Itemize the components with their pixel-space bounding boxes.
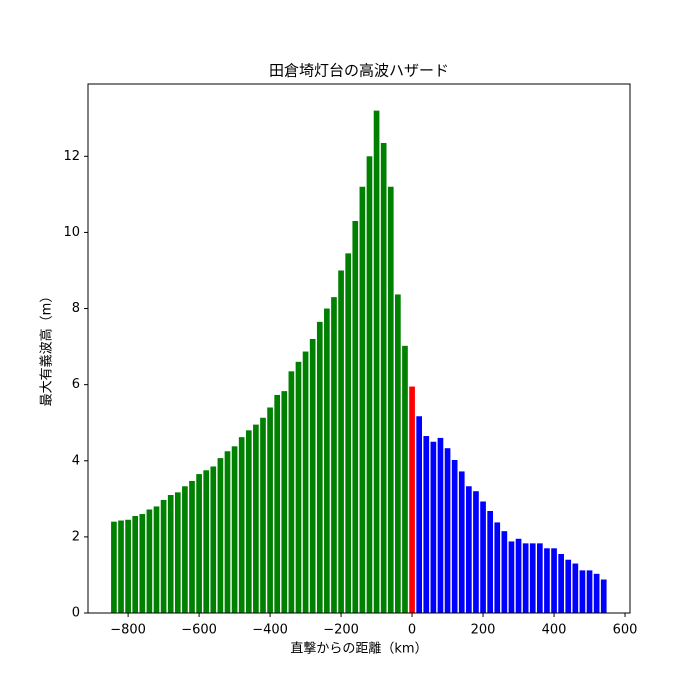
bar (260, 417, 266, 613)
bar (253, 424, 259, 613)
bar (487, 511, 493, 613)
bar (245, 430, 252, 613)
bar (352, 221, 359, 613)
bar (189, 480, 195, 613)
bar (572, 563, 579, 613)
bar (466, 486, 472, 613)
bar (501, 531, 508, 613)
bar (593, 573, 600, 613)
x-tick-label: −400 (252, 623, 288, 638)
bar (295, 361, 302, 613)
bar (451, 460, 458, 613)
x-tick-label: 0 (408, 623, 416, 638)
bar (395, 294, 401, 613)
y-tick-label: 4 (72, 453, 80, 468)
bar (224, 451, 231, 613)
bar (480, 501, 486, 613)
bar (522, 543, 529, 613)
bar (160, 499, 167, 613)
x-tick-label: 400 (542, 623, 567, 638)
x-tick-label: −200 (323, 623, 359, 638)
bar (437, 437, 444, 613)
bar (331, 297, 337, 613)
bar (203, 470, 210, 613)
bar (316, 321, 323, 613)
chart-title: 田倉埼灯台の高波ハザード (269, 62, 449, 80)
bar (118, 520, 124, 613)
bar (281, 391, 288, 613)
bar (416, 416, 423, 613)
bar (366, 156, 373, 613)
bar (182, 486, 188, 613)
bar (586, 570, 593, 613)
bar (529, 543, 536, 613)
bar (430, 441, 437, 613)
bar (423, 436, 430, 613)
y-tick-label: 10 (63, 225, 80, 240)
bar (515, 538, 522, 613)
bar (558, 554, 564, 613)
bar (345, 253, 352, 613)
y-tick-label: 2 (72, 529, 80, 544)
bar (146, 509, 153, 613)
bar (473, 491, 479, 613)
bar (387, 186, 394, 613)
bar (153, 506, 160, 613)
bar (267, 407, 273, 613)
bar (373, 110, 380, 613)
bar (409, 386, 415, 613)
bar (494, 522, 501, 613)
bar (458, 471, 465, 613)
bar (196, 474, 202, 613)
bar (444, 448, 451, 613)
bar (402, 345, 408, 613)
bar (309, 338, 316, 613)
bar (380, 142, 387, 614)
bar (132, 515, 139, 613)
bar (508, 541, 515, 613)
bar (210, 466, 217, 613)
x-tick-label: 600 (613, 623, 638, 638)
x-tick-label: −600 (181, 623, 217, 638)
bar (111, 521, 117, 613)
bar (238, 437, 245, 613)
bar (174, 492, 181, 613)
bar (338, 270, 344, 613)
y-tick-label: 8 (72, 301, 80, 316)
y-tick-label: 6 (72, 377, 80, 392)
bar (565, 559, 572, 613)
bar (125, 519, 131, 613)
bar (544, 548, 550, 613)
x-tick-label: −800 (110, 623, 146, 638)
x-axis-label: 直撃からの距離（km） (290, 641, 427, 657)
y-tick-label: 0 (72, 606, 80, 621)
bar (359, 186, 366, 613)
bar (231, 446, 238, 613)
y-axis-label: 最大有義波高（m） (39, 290, 55, 407)
bar (274, 394, 281, 613)
bar (139, 514, 146, 613)
bar (288, 371, 295, 613)
x-tick-label: 200 (471, 623, 496, 638)
bar (302, 351, 309, 613)
bar (551, 548, 557, 613)
bar (579, 570, 586, 613)
bar (167, 495, 174, 613)
bar (217, 458, 224, 613)
y-tick-label: 12 (63, 149, 80, 164)
bar (537, 543, 543, 613)
bar (324, 308, 330, 613)
bar (600, 579, 607, 613)
plot-frame (87, 83, 631, 614)
